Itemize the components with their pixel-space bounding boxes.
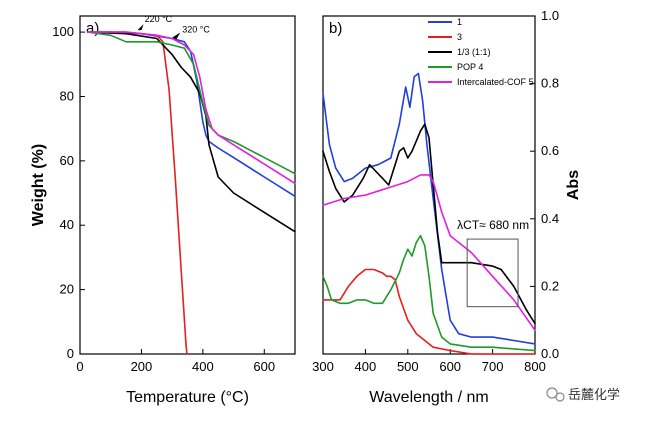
watermark-text: 岳麓化学 <box>568 387 620 403</box>
plot-b-ytick-label: 1.0 <box>541 8 559 23</box>
plot-a-ylabel: Weight (%) <box>30 144 47 226</box>
plot-a-series-line <box>86 31 296 175</box>
plot-b-series-line <box>322 234 536 352</box>
plot-b-frame <box>322 15 536 355</box>
plot-b-legend-entry: 1 <box>457 17 462 27</box>
plot-b-xtick-label: 300 <box>312 359 334 374</box>
plot-b-series-line <box>322 123 536 325</box>
plot-a-ytick-label: 100 <box>52 24 74 39</box>
plot-a-frame <box>79 15 296 355</box>
plot-b-annotation-box <box>466 238 519 308</box>
plot-b-annotation-label: λCT≈ 680 nm <box>457 218 529 232</box>
plot-b-legend-entry: POP 4 <box>457 62 483 72</box>
plot-b-xtick-label: 600 <box>439 359 461 374</box>
plot-a-xlabel: Temperature (°C) <box>126 389 249 406</box>
plot-a-series-line <box>86 31 188 355</box>
plot-a-xtick-label: 200 <box>131 359 153 374</box>
plot-a-annotation-320: 320 °C <box>182 25 210 35</box>
plot-a-annotation-220: 220 °C <box>145 14 173 24</box>
plot-b-series-line <box>322 268 536 355</box>
plot-b-panel-label: b) <box>329 20 342 37</box>
plot-a-series-line <box>86 31 296 233</box>
plot-b-xlabel: Wavelength / nm <box>369 389 488 406</box>
plot-a-annotation-arrow <box>172 32 181 40</box>
plot-b-xtick-label: 400 <box>355 359 377 374</box>
plot-b-xtick-label: 500 <box>397 359 419 374</box>
plot-b-legend-entry: 3 <box>457 32 462 42</box>
plot-a-series-line <box>86 31 296 198</box>
plot-a-panel-label: a) <box>86 20 99 37</box>
plot-b-xtick-label: 800 <box>524 359 546 374</box>
plot-b-series-line <box>322 174 536 332</box>
plot-a-ytick-label: 40 <box>60 217 74 232</box>
plot-b-legend-entry: 1/3 (1:1) <box>457 47 491 57</box>
wechat-icon <box>555 392 565 402</box>
plot-a-ytick-label: 60 <box>60 153 74 168</box>
plot-b-ylabel: Abs <box>565 170 582 200</box>
plot-a-ytick-label: 80 <box>60 88 74 103</box>
plot-a-xtick-label: 0 <box>76 359 83 374</box>
plot-b-ytick-label: 0.8 <box>541 76 559 91</box>
plot-b-ytick-label: 0.0 <box>541 346 559 361</box>
plot-a-annotation-arrow <box>137 24 144 31</box>
plot-b-ytick-label: 0.2 <box>541 278 559 293</box>
plot-b-series-line <box>322 72 536 345</box>
wechat-icon <box>546 387 558 399</box>
plot-b-ytick-label: 0.4 <box>541 211 559 226</box>
plot-a-ytick-label: 20 <box>60 282 74 297</box>
plot-a-xtick-label: 400 <box>192 359 214 374</box>
plot-a-xtick-label: 600 <box>253 359 275 374</box>
plot-b-xtick-label: 700 <box>482 359 504 374</box>
plot-b-legend-entry: Intercalated-COF 5 <box>457 77 534 87</box>
plot-b-ytick-label: 0.6 <box>541 143 559 158</box>
plot-a-series-line <box>86 31 296 185</box>
plot-a-ytick-label: 0 <box>67 346 74 361</box>
